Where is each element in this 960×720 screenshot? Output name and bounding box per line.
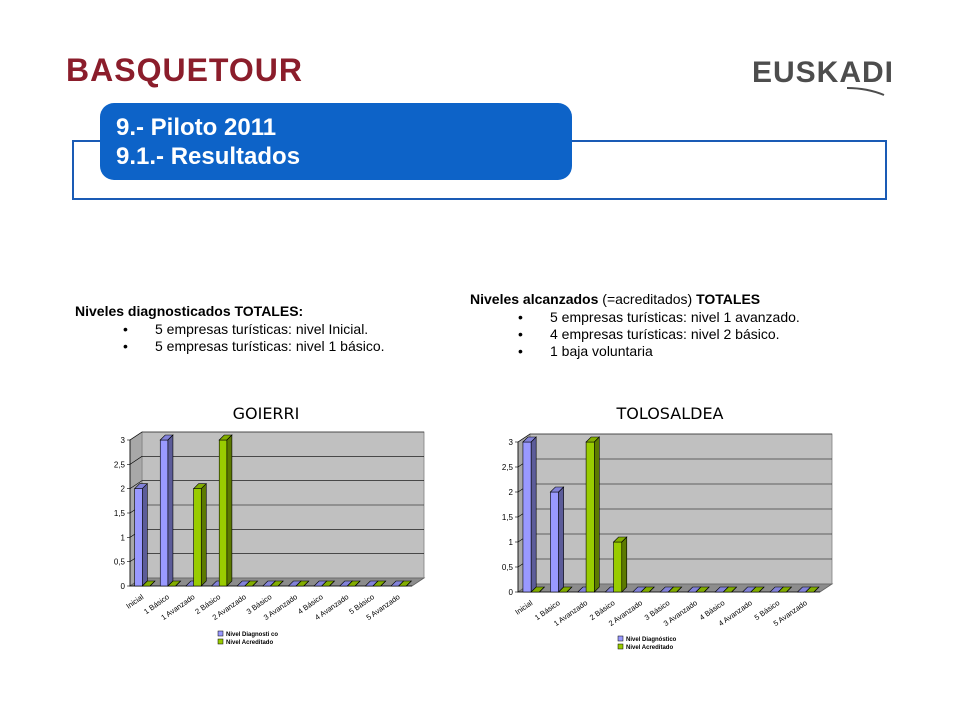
bar-acreditado bbox=[193, 488, 202, 587]
y-tick-label: 1 bbox=[121, 533, 126, 542]
bar-diagnostico bbox=[159, 439, 169, 587]
y-tick-label: 2,5 bbox=[114, 460, 126, 469]
bar-side bbox=[649, 586, 655, 593]
y-tick-label: 0 bbox=[121, 582, 126, 591]
legend-swatch bbox=[617, 635, 624, 642]
bar-side bbox=[226, 434, 233, 587]
bar-diagnostico bbox=[522, 441, 532, 593]
right-summary-heading: Niveles alcanzados (=acreditados) TOTALE… bbox=[470, 291, 761, 307]
legend-swatch bbox=[217, 638, 224, 645]
bar-top bbox=[530, 586, 546, 593]
bar-side bbox=[380, 580, 386, 587]
basquetour-logo: BASQUETOUR bbox=[66, 52, 303, 88]
y-tick-label: 3 bbox=[121, 436, 126, 445]
bar-side bbox=[558, 486, 564, 593]
bar-side bbox=[406, 580, 412, 587]
bar-acreditado bbox=[613, 541, 623, 593]
bar-top bbox=[777, 586, 793, 593]
bar-side bbox=[621, 536, 628, 593]
y-tick-label: 0 bbox=[509, 588, 514, 597]
y-tick-label: 1 bbox=[509, 538, 514, 547]
gridline bbox=[129, 480, 424, 489]
list-item: • 5 empresas turísticas: nivel Inicial. bbox=[123, 321, 369, 337]
gridline bbox=[129, 456, 424, 465]
bar-side bbox=[142, 482, 148, 587]
bar-side bbox=[813, 586, 820, 593]
legend-label: Nivel Acreditado bbox=[626, 645, 673, 651]
euskadi-swoosh-icon bbox=[846, 87, 885, 96]
bar-side bbox=[354, 580, 361, 587]
page-title: 9.- Piloto 2011 bbox=[116, 114, 277, 141]
x-tick-label: Inicial bbox=[513, 598, 534, 617]
y-tick-label: 2,5 bbox=[502, 463, 514, 472]
legend-label: Nivel Diagnóstico bbox=[626, 637, 677, 643]
list-item: • 1 baja voluntaria bbox=[518, 343, 653, 359]
legend-swatch bbox=[617, 643, 624, 650]
bar-acreditado bbox=[218, 439, 228, 587]
legend-label: Nivel Diagnosti co bbox=[226, 632, 278, 638]
bar-top bbox=[722, 586, 738, 593]
chart-title-tolosaldea: TOLOSALDEA bbox=[616, 404, 724, 423]
bar-side bbox=[594, 436, 600, 593]
bar-side bbox=[277, 580, 284, 587]
right-summary: Niveles alcanzados (=acreditados) TOTALE… bbox=[470, 291, 800, 360]
title-tab: 9.- Piloto 2011 9.1.- Resultados bbox=[100, 103, 572, 180]
bar-side bbox=[566, 586, 573, 593]
bar-side bbox=[200, 482, 207, 587]
legend-label: Nivel Acreditado bbox=[226, 640, 273, 646]
list-item: • 5 empresas turísticas: nivel 1 avanzado… bbox=[518, 309, 800, 325]
chart-title-goierri: GOIERRI bbox=[232, 404, 300, 423]
bar-side bbox=[530, 436, 537, 593]
list-item: • 4 empresas turísticas: nivel 2 básico. bbox=[518, 326, 780, 342]
page-subtitle: 9.1.- Resultados bbox=[116, 143, 301, 170]
y-tick-label: 1,5 bbox=[502, 513, 514, 522]
y-tick-label: 2 bbox=[121, 485, 126, 494]
bar-top bbox=[695, 586, 710, 593]
bar-side bbox=[167, 434, 174, 587]
bar-diagnostico bbox=[134, 488, 143, 587]
left-summary: Niveles diagnosticados TOTALES: • 5 empre… bbox=[75, 303, 385, 355]
bar-side bbox=[303, 580, 310, 587]
y-tick-label: 1,5 bbox=[114, 509, 126, 518]
y-tick-label: 3 bbox=[509, 438, 514, 447]
y-tick-label: 0,5 bbox=[502, 563, 514, 572]
bar-top bbox=[321, 580, 336, 587]
euskadi-logo: EUSKADI bbox=[752, 56, 895, 96]
bar-top bbox=[141, 580, 156, 587]
bar-acreditado bbox=[585, 441, 595, 593]
legend-swatch bbox=[217, 630, 224, 637]
bar-side bbox=[758, 586, 765, 593]
list-item: • 5 empresas turísticas: nivel 1 básico. bbox=[123, 338, 385, 354]
gridline bbox=[129, 431, 424, 441]
bar-side bbox=[252, 580, 258, 587]
left-summary-heading: Niveles diagnosticados TOTALES: bbox=[75, 303, 304, 319]
y-tick-label: 0,5 bbox=[114, 558, 126, 567]
gridline bbox=[517, 433, 832, 443]
bar-side bbox=[175, 580, 181, 587]
euskadi-logo-text: EUSKADI bbox=[752, 56, 895, 89]
bar-side bbox=[676, 586, 682, 593]
y-tick-label: 2 bbox=[509, 488, 514, 497]
bar-diagnostico bbox=[550, 491, 559, 593]
